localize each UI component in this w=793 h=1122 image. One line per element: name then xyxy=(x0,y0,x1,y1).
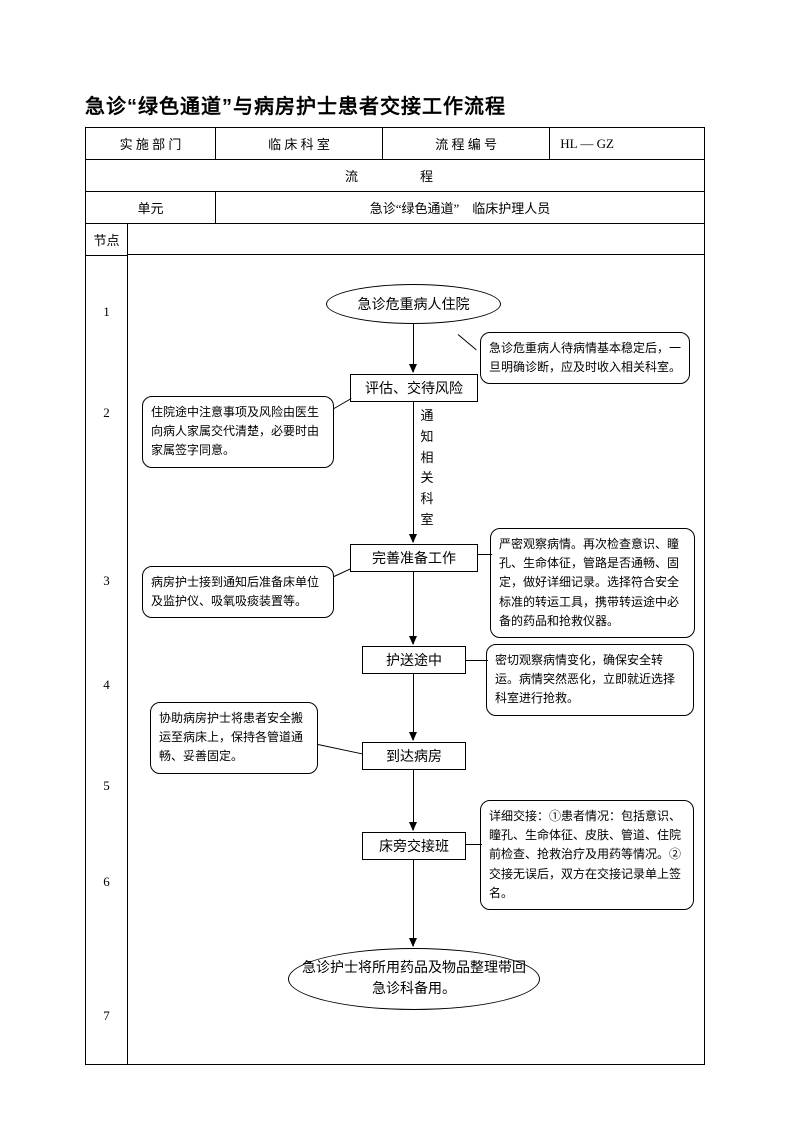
node-3: 3 xyxy=(103,573,110,589)
flowchart-area: 急诊危重病人住院 急诊危重病人待病情基本稳定后，一旦明确诊断，应及时收入相关科室… xyxy=(128,224,704,1064)
node-7: 7 xyxy=(103,1008,110,1024)
node-1: 1 xyxy=(103,304,110,320)
node-2: 2 xyxy=(103,405,110,421)
callout-1: 急诊危重病人待病情基本稳定后，一旦明确诊断，应及时收入相关科室。 xyxy=(480,332,690,384)
flow-node-4: 护送途中 xyxy=(362,646,466,674)
arrow-3-4 xyxy=(413,572,414,644)
flow-node-3: 完善准备工作 xyxy=(350,544,478,572)
callout-3-left: 病房护士接到通知后准备床单位及监护仪、吸氧吸痰装置等。 xyxy=(142,566,334,618)
node-4: 4 xyxy=(103,677,110,693)
callout-3-right: 严密观察病情。再次检查意识、瞳孔、生命体征，管路是否通畅、固定，做好详细记录。选… xyxy=(490,528,695,638)
callout-6: 详细交接：①患者情况：包括意识、瞳孔、生命体征、皮肤、管道、住院前检查、抢救治疗… xyxy=(480,800,694,910)
arrow-1-2 xyxy=(413,324,414,372)
flow-label: 流 程 xyxy=(86,160,705,192)
dept-value: 临 床 科 室 xyxy=(215,128,382,160)
arrow-6-7 xyxy=(413,860,414,946)
arrow-2-3 xyxy=(413,402,414,542)
arrow-4-5 xyxy=(413,674,414,740)
node-6: 6 xyxy=(103,874,110,890)
callout-5: 协助病房护士将患者安全搬运至病床上，保持各管道通畅、妥善固定。 xyxy=(150,702,318,774)
node-5: 5 xyxy=(103,778,110,794)
callout-2: 住院途中注意事项及风险由医生向病人家属交代清楚，必要时由家属签字同意。 xyxy=(142,396,334,468)
flow-node-6: 床旁交接班 xyxy=(362,832,466,860)
node-column: 节点 1 2 3 4 5 6 7 xyxy=(86,224,128,1064)
node-header: 节点 xyxy=(86,224,127,256)
unit-value: 急诊“绿色通道” 临床护理人员 xyxy=(215,192,704,224)
dept-label: 实 施 部 门 xyxy=(86,128,216,160)
callout-4: 密切观察病情变化，确保安全转运。病情突然恶化，立即就近选择科室进行抢救。 xyxy=(486,644,694,716)
unit-label: 单元 xyxy=(86,192,216,224)
flow-node-7: 急诊护士将所用药品及物品整理带回急诊科备用。 xyxy=(288,948,540,1010)
side-text: 通知相关科室 xyxy=(420,406,434,531)
flow-node-5: 到达病房 xyxy=(362,742,466,770)
main-frame: 节点 1 2 3 4 5 6 7 急诊危重病人住院 急诊危重病人待病情基本稳定后… xyxy=(85,224,705,1065)
procnum-value: HL — GZ xyxy=(550,128,705,160)
arrow-5-6 xyxy=(413,770,414,830)
flow-node-1: 急诊危重病人住院 xyxy=(326,284,501,324)
flow-node-2: 评估、交待风险 xyxy=(350,374,478,402)
header-table: 实 施 部 门 临 床 科 室 流 程 编 号 HL — GZ 流 程 单元 急… xyxy=(85,127,705,224)
page-title: 急诊“绿色通道”与病房护士患者交接工作流程 xyxy=(85,90,705,119)
procnum-label: 流 程 编 号 xyxy=(383,128,550,160)
